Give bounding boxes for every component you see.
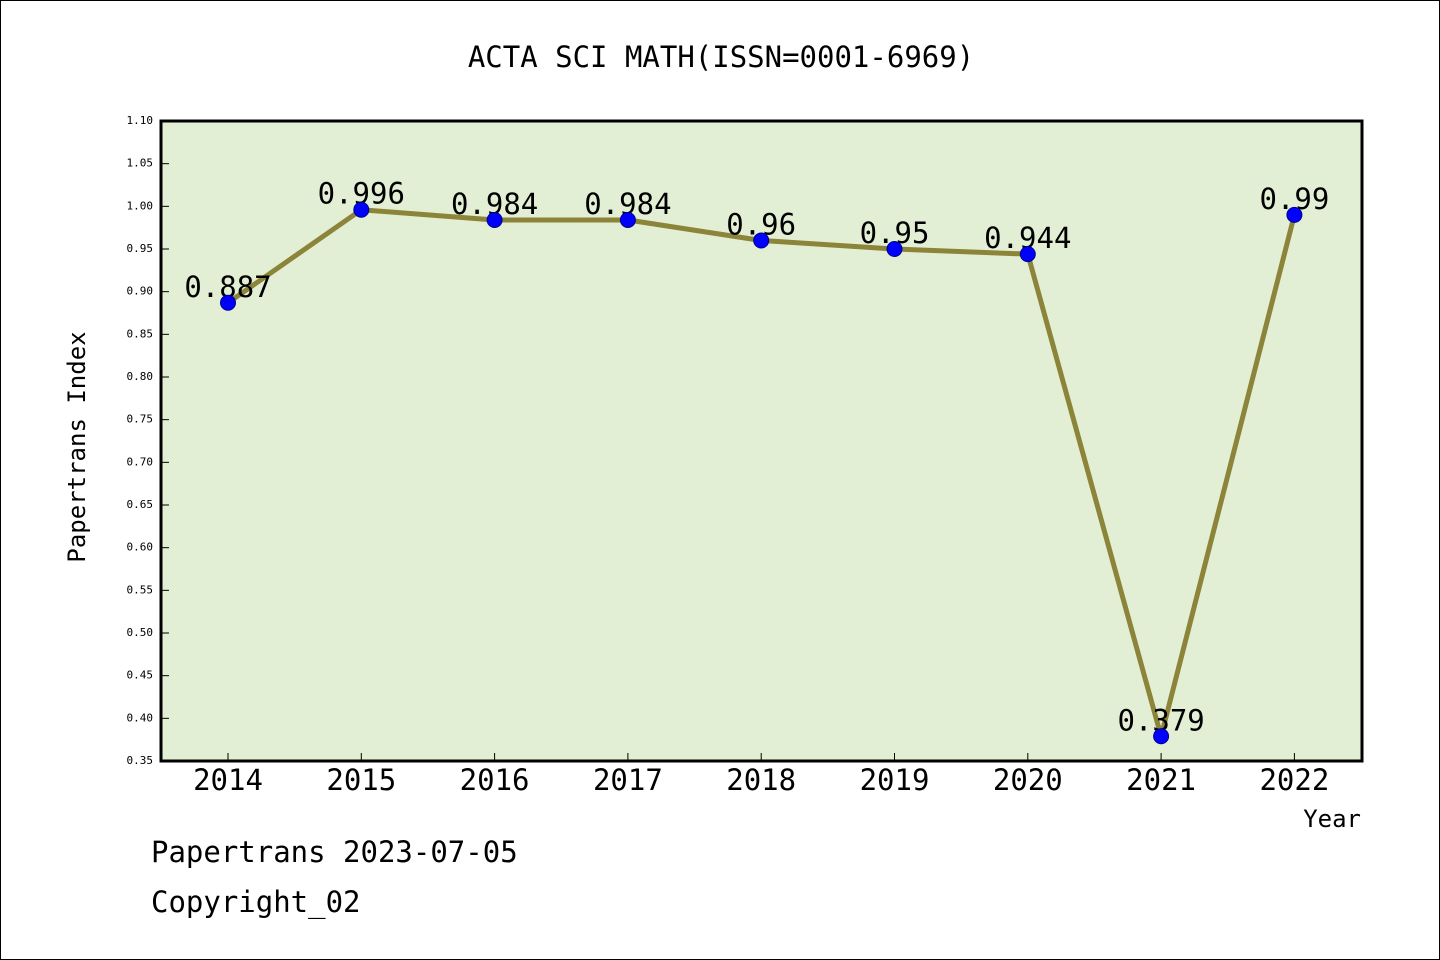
y-tick-label: 0.70: [127, 455, 154, 468]
y-tick-label: 1.05: [127, 157, 154, 170]
footer-copyright: Copyright_02: [151, 885, 361, 919]
plot-area: [159, 119, 1364, 763]
y-tick-label: 0.75: [127, 413, 154, 426]
y-tick-label: 0.85: [127, 327, 154, 340]
data-point-2016: [486, 211, 503, 228]
data-point-2021: [1153, 728, 1170, 745]
data-point-2019: [886, 241, 903, 257]
y-tick-label: 0.35: [127, 754, 154, 767]
y-tick-label: 0.60: [127, 541, 154, 554]
y-tick-label: 1.10: [127, 114, 154, 127]
x-tick-label: 2017: [593, 763, 663, 797]
x-tick-label: 2021: [1126, 763, 1196, 797]
x-tick-label: 2014: [193, 763, 263, 797]
x-tick-label: 2022: [1259, 763, 1329, 797]
y-tick-label: 0.40: [127, 711, 154, 724]
footer-date: Papertrans 2023-07-05: [151, 835, 518, 869]
y-tick-label: 0.65: [127, 498, 154, 511]
x-axis-title: Year: [1303, 805, 1361, 833]
data-point-2018: [753, 232, 770, 249]
x-tick-label: 2016: [460, 763, 530, 797]
y-axis-title: Papertrans Index: [63, 331, 91, 562]
x-tick-label: 2020: [993, 763, 1063, 797]
data-point-2015: [353, 201, 370, 218]
x-tick-label: 2018: [726, 763, 796, 797]
x-tick-label: 2019: [860, 763, 930, 797]
y-tick-label: 0.80: [127, 370, 154, 383]
data-point-2014: [220, 294, 236, 311]
y-tick-label: 1.00: [127, 199, 154, 212]
y-tick-label: 0.55: [127, 583, 154, 596]
chart-title: ACTA SCI MATH(ISSN=0001-6969): [468, 40, 974, 74]
y-tick-label: 0.90: [127, 285, 154, 298]
data-point-2020: [1019, 246, 1036, 263]
data-point-2022: [1286, 206, 1303, 223]
data-point-2017: [619, 211, 636, 228]
x-tick-label: 2015: [326, 763, 396, 797]
y-tick-label: 0.95: [127, 242, 154, 255]
y-tick-label: 0.45: [127, 669, 154, 682]
y-tick-label: 0.50: [127, 626, 154, 639]
